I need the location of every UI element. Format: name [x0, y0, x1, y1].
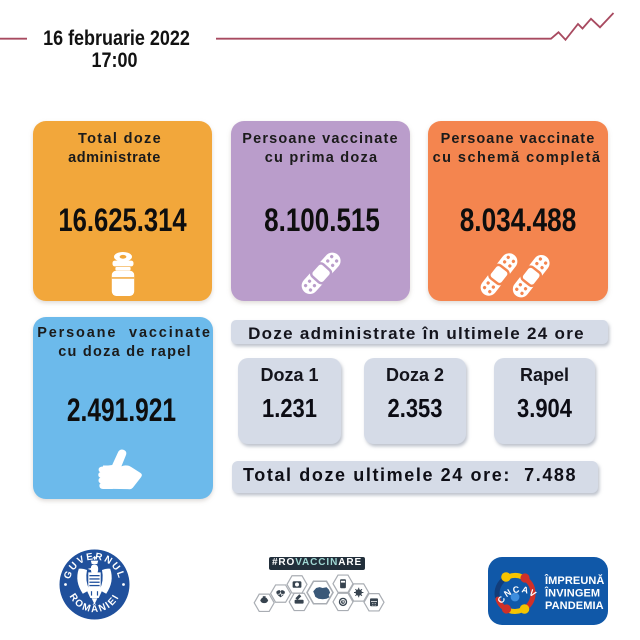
svg-text:PANDEMIA: PANDEMIA [545, 600, 604, 612]
svg-text:ÎMPREUNĂ: ÎMPREUNĂ [544, 574, 604, 587]
svg-text:ÎNVINGEM: ÎNVINGEM [544, 587, 600, 600]
